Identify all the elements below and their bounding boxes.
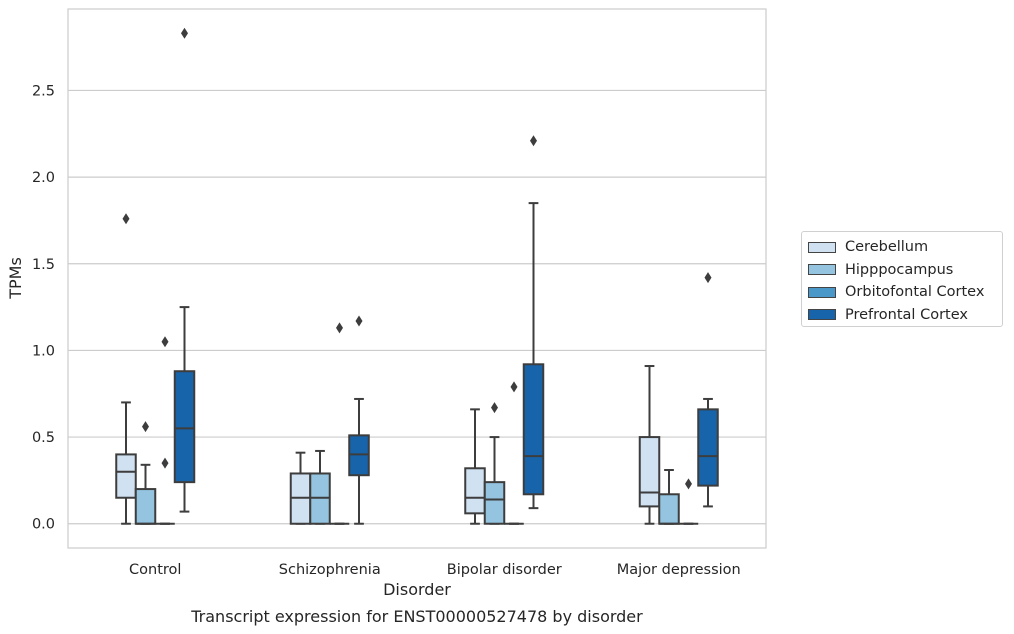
box xyxy=(134,488,157,525)
y-tick-label: 1.0 xyxy=(32,343,55,359)
outlier-point xyxy=(491,402,498,414)
box-group xyxy=(522,135,545,510)
grid-lines xyxy=(68,89,766,525)
legend-item-prefrontal-cortex: Prefrontal Cortex xyxy=(808,304,1002,327)
y-tick-label: 0.0 xyxy=(32,517,55,533)
box-group xyxy=(697,272,719,508)
legend-item-orbitofrontal-cortex: Orbitofontal Cortex xyxy=(808,281,1002,304)
box xyxy=(483,481,506,525)
x-tick-label: Major depression xyxy=(617,562,741,578)
box-group xyxy=(348,315,370,525)
legend-label: Hipppocampus xyxy=(845,261,954,278)
box xyxy=(464,467,486,515)
box-group xyxy=(638,365,661,525)
legend-swatch xyxy=(808,286,836,298)
box-group xyxy=(289,451,312,525)
box xyxy=(115,453,137,499)
box-group xyxy=(483,402,506,525)
box xyxy=(697,408,719,487)
x-tick-labels: Control Schizophrenia Bipolar disorder Majo… xyxy=(129,562,741,578)
outlier-point xyxy=(122,213,130,225)
legend-swatch xyxy=(808,264,836,276)
box-group xyxy=(464,408,486,525)
box xyxy=(173,370,196,484)
y-tick-label: 0.5 xyxy=(32,430,55,446)
box-group xyxy=(173,27,196,513)
legend-item-cerebellum: Cerebellum xyxy=(808,236,1002,259)
legend-label: Cerebellum xyxy=(845,239,929,256)
outlier-point xyxy=(530,135,537,147)
outlier-point xyxy=(142,421,149,433)
box-group xyxy=(678,478,699,525)
x-tick-label: Control xyxy=(129,562,181,578)
outlier-point xyxy=(510,381,518,393)
box-group xyxy=(658,469,680,525)
legend-label: Prefrontal Cortex xyxy=(845,306,968,323)
box-group xyxy=(329,322,350,525)
box-group xyxy=(504,381,524,525)
legend-swatch xyxy=(808,241,836,253)
legend-swatch xyxy=(808,309,836,321)
y-tick-labels: 0.0 0.5 1.0 1.5 2.0 2.5 xyxy=(32,83,55,532)
y-tick-label: 2.5 xyxy=(32,83,55,99)
box-group xyxy=(115,213,137,525)
outlier-point xyxy=(181,27,188,39)
x-axis-label: Disorder xyxy=(383,580,451,599)
box xyxy=(658,493,680,525)
boxes xyxy=(115,27,719,525)
plot-area-frame xyxy=(67,8,767,549)
figure-caption: Transcript expression for ENST0000052747… xyxy=(190,607,643,626)
legend: Cerebellum Hipppocampus Orbitofontal Cor… xyxy=(801,231,1003,327)
y-tick-label: 2.0 xyxy=(32,170,55,186)
outlier-point xyxy=(336,322,343,334)
outlier-point xyxy=(161,336,169,348)
box-group xyxy=(309,449,331,525)
legend-item-hippocampus: Hipppocampus xyxy=(808,259,1002,282)
box-group xyxy=(134,421,157,525)
outlier-point xyxy=(161,457,169,469)
box-group xyxy=(155,336,175,525)
box xyxy=(638,436,661,508)
y-axis-label: TPMs xyxy=(6,257,25,300)
box xyxy=(522,363,545,496)
y-tick-label: 1.5 xyxy=(32,257,55,273)
x-tick-label: Schizophrenia xyxy=(279,562,381,578)
legend-label: Orbitofontal Cortex xyxy=(845,284,985,301)
outlier-point xyxy=(685,478,692,490)
x-tick-label: Bipolar disorder xyxy=(447,562,562,578)
outlier-point xyxy=(704,272,712,284)
outlier-point xyxy=(355,315,363,327)
